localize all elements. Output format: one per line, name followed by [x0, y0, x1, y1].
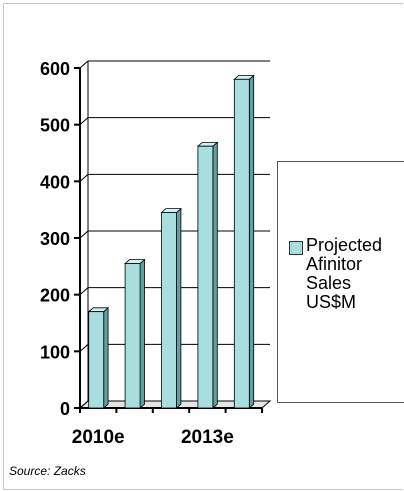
chart-frame	[3, 3, 403, 490]
x-tick-label: 2010e	[72, 427, 125, 448]
bars	[87, 74, 255, 409]
bar	[197, 145, 214, 409]
y-tick-depth	[79, 400, 89, 409]
y-tick-label: 0	[60, 399, 70, 419]
bar	[233, 78, 250, 409]
x-tick-label: 2013e	[181, 427, 234, 448]
y-tick-label: 600	[40, 59, 70, 79]
bar-side	[248, 74, 255, 409]
bar	[161, 212, 177, 409]
y-tick-label: 400	[40, 172, 70, 192]
y-tick-depth	[79, 343, 89, 352]
bar-side	[103, 306, 109, 409]
y-tick-depth	[79, 230, 89, 239]
y-tick-depth	[79, 60, 89, 69]
y-tick-depth	[79, 117, 89, 126]
bar	[88, 311, 105, 409]
y-tick-depth	[79, 287, 89, 296]
y-tick-label: 500	[40, 116, 70, 136]
y-tick-label: 200	[40, 286, 70, 306]
legend: Projected Afinitor Sales US$M	[277, 161, 404, 403]
legend-label: Projected Afinitor Sales US$M	[306, 235, 383, 312]
y-tick-label: 300	[40, 229, 70, 249]
axis-labels: 0 100 200 300 400 500 600 2010e 2013e	[40, 59, 234, 448]
source-note: Source: Zacks	[9, 464, 86, 478]
y-tick-label: 100	[40, 342, 70, 362]
legend-swatch	[289, 241, 303, 255]
bar-side	[176, 207, 182, 409]
bar-side	[212, 141, 218, 409]
bar	[124, 263, 141, 409]
bar-side	[139, 258, 145, 409]
y-tick-depth	[79, 173, 89, 182]
